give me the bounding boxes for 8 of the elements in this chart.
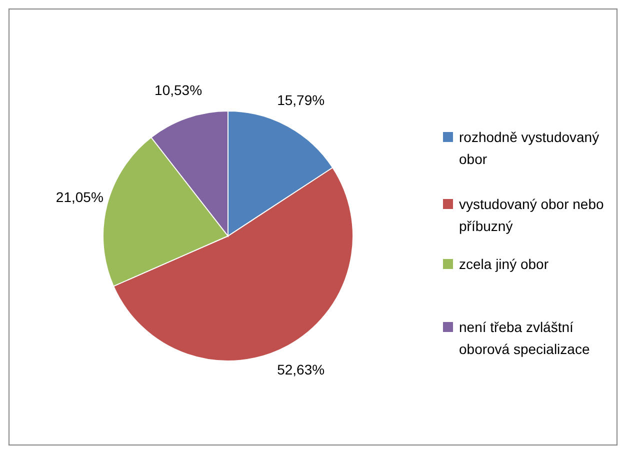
- data-label: 15,79%: [277, 92, 325, 108]
- data-label: 21,05%: [56, 189, 104, 206]
- data-label: 52,63%: [277, 361, 325, 378]
- legend-label: není třeba zvláštní oborová specializace: [459, 318, 590, 357]
- data-label: 10,53%: [154, 82, 202, 98]
- legend-label: rozhodně vystudovaný obor: [459, 128, 600, 167]
- legend-label: zcela jiný obor: [459, 256, 549, 272]
- legend-label: vystudovaný obor nebo příbuzný: [459, 196, 604, 234]
